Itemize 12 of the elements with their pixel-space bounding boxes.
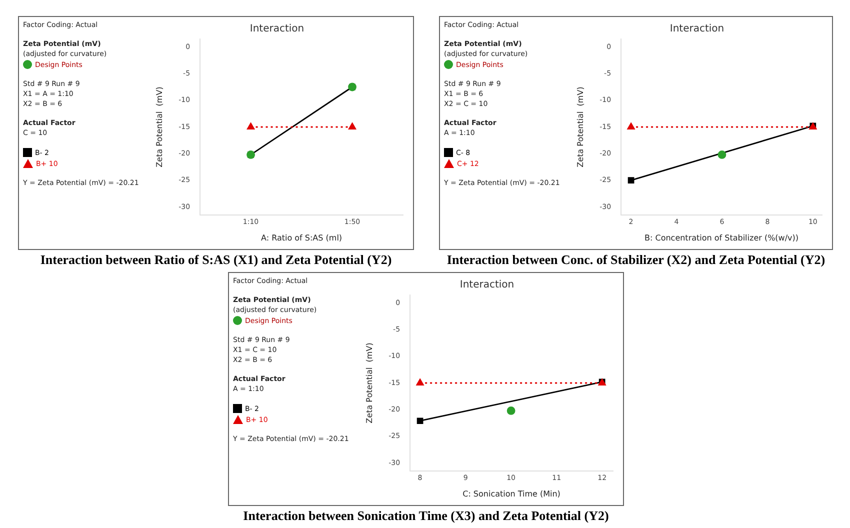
y-axis-title: Zeta Potential (mV)	[364, 342, 374, 424]
text: Interaction between Sonication Time (X3) and Zeta Potential (Y2)	[242, 508, 610, 524]
y-axis-title: Zeta Potential (mV)	[576, 86, 585, 168]
y-axis-title: Zeta Potential (mV)	[154, 86, 164, 168]
text: Interaction between Ratio of S:AS (X1) and Zeta Potential (Y2)	[39, 252, 393, 268]
chart-title: Interaction	[250, 24, 304, 35]
text: Interaction between Conc. of Stabilizer (X2) and Zeta Potential (Y2)	[446, 252, 826, 268]
chart-title: Interaction	[670, 24, 724, 35]
x-axis-title: B: Concentration of Stabilizer (%(w/v))	[644, 233, 799, 242]
chart-title: Interaction	[460, 280, 514, 291]
x-axis-title: C: Sonication Time (Min)	[462, 489, 560, 498]
x-axis-title: A: Ratio of S:AS (ml)	[261, 233, 342, 242]
